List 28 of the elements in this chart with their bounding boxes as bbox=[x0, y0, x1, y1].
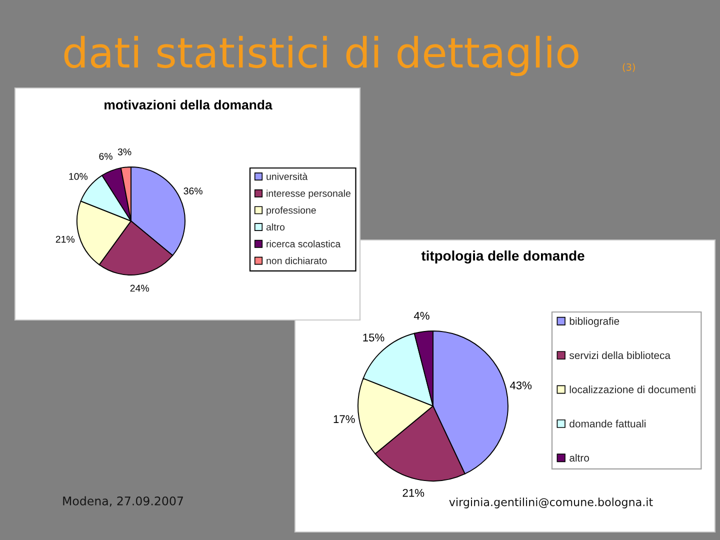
text: (3) bbox=[622, 63, 635, 72]
legend-label: ricerca scolastica bbox=[266, 240, 341, 248]
legend-label: università bbox=[266, 172, 308, 180]
legend-label: altro bbox=[570, 454, 590, 462]
data-label: 24% bbox=[130, 284, 149, 292]
data-label: 43% bbox=[510, 381, 532, 390]
data-label: 10% bbox=[69, 173, 88, 180]
chart-title: titpologia delle domande bbox=[421, 250, 584, 264]
data-label: 3% bbox=[118, 148, 132, 156]
legend-label: professione bbox=[266, 206, 316, 216]
data-label: 4% bbox=[414, 312, 430, 320]
legend-label: domande fattuali bbox=[570, 420, 646, 428]
data-label: 17% bbox=[334, 415, 355, 424]
data-label: 21% bbox=[402, 488, 424, 497]
text: virginia.gentilini@comune.bologna.it bbox=[449, 498, 653, 508]
legend-label: bibliografie bbox=[570, 317, 620, 327]
chart-title: motivazioni della domanda bbox=[104, 100, 272, 110]
legend-label: servizi della biblioteca bbox=[569, 351, 671, 360]
data-label: 6% bbox=[99, 152, 112, 160]
legend-label: altro bbox=[266, 223, 285, 231]
text: Modena, 27.09.2007 bbox=[63, 496, 183, 507]
data-label: 36% bbox=[184, 188, 202, 194]
legend-label: non dichiarato bbox=[266, 257, 327, 264]
data-label: 21% bbox=[56, 236, 75, 243]
data-label: 15% bbox=[363, 334, 384, 342]
legend-label: interesse personale bbox=[266, 190, 350, 199]
legend-label: localizzazione di documenti bbox=[570, 386, 696, 394]
text: dati statistici di dettaglio bbox=[64, 36, 578, 76]
